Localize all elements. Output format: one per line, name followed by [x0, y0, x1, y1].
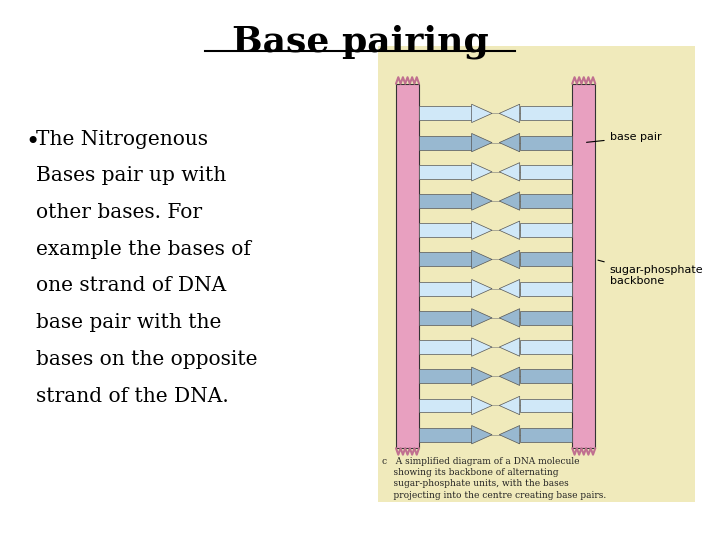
Polygon shape	[499, 221, 520, 239]
Bar	[419, 282, 472, 295]
Bar	[419, 399, 472, 413]
Text: other bases. For: other bases. For	[36, 203, 202, 222]
Polygon shape	[472, 250, 492, 268]
Polygon shape	[499, 280, 520, 298]
Text: •: •	[25, 130, 40, 153]
Text: example the bases of: example the bases of	[36, 240, 251, 259]
Polygon shape	[472, 367, 492, 386]
Bar	[419, 136, 472, 150]
Polygon shape	[472, 221, 492, 239]
Bar	[520, 253, 572, 266]
Text: strand of the DNA.: strand of the DNA.	[36, 387, 229, 406]
Bar	[572, 84, 595, 448]
Bar	[378, 46, 695, 502]
Polygon shape	[499, 396, 520, 415]
Bar	[520, 223, 572, 237]
Bar	[520, 428, 572, 442]
Polygon shape	[472, 192, 492, 210]
Polygon shape	[499, 163, 520, 181]
Text: sugar-phosphate
backbone: sugar-phosphate backbone	[598, 260, 703, 286]
Text: base pair with the: base pair with the	[36, 313, 221, 332]
Bar	[520, 399, 572, 413]
Bar	[520, 194, 572, 208]
Text: Bases pair up with: Bases pair up with	[36, 166, 226, 185]
Polygon shape	[472, 309, 492, 327]
Polygon shape	[499, 338, 520, 356]
Bar	[419, 194, 472, 208]
Polygon shape	[472, 133, 492, 152]
Polygon shape	[499, 250, 520, 268]
Bar	[520, 282, 572, 295]
Polygon shape	[472, 163, 492, 181]
Text: c   A simplified diagram of a DNA molecule
    showing its backbone of alternati: c A simplified diagram of a DNA molecule…	[382, 457, 606, 500]
Polygon shape	[499, 426, 520, 444]
Polygon shape	[472, 426, 492, 444]
Bar	[419, 106, 472, 120]
Bar	[396, 84, 419, 448]
Bar	[419, 223, 472, 237]
Text: Base pairing: Base pairing	[232, 24, 488, 59]
Polygon shape	[499, 192, 520, 210]
Polygon shape	[472, 396, 492, 415]
Bar	[520, 165, 572, 179]
Bar	[520, 311, 572, 325]
Bar	[520, 369, 572, 383]
Bar	[419, 340, 472, 354]
Text: base pair: base pair	[587, 132, 662, 143]
Bar	[520, 136, 572, 150]
Polygon shape	[499, 133, 520, 152]
Bar	[419, 311, 472, 325]
Polygon shape	[499, 309, 520, 327]
Polygon shape	[472, 280, 492, 298]
Polygon shape	[499, 367, 520, 386]
Bar	[419, 369, 472, 383]
Bar	[419, 428, 472, 442]
Text: The Nitrogenous: The Nitrogenous	[36, 130, 208, 148]
Text: bases on the opposite: bases on the opposite	[36, 350, 258, 369]
Text: one strand of DNA: one strand of DNA	[36, 276, 226, 295]
Bar	[419, 165, 472, 179]
Polygon shape	[499, 104, 520, 123]
Polygon shape	[472, 338, 492, 356]
Bar	[520, 340, 572, 354]
Polygon shape	[472, 104, 492, 123]
Bar	[520, 106, 572, 120]
Bar	[419, 253, 472, 266]
